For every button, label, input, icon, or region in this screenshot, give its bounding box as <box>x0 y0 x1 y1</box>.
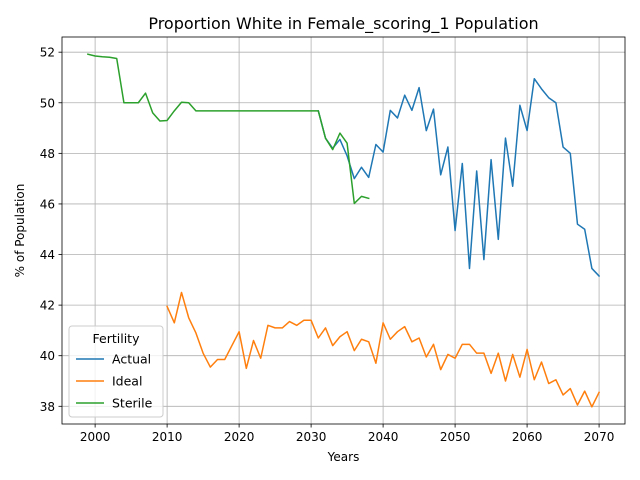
series-line-sterile <box>87 53 370 205</box>
x-tick-label: 2020 <box>224 430 255 444</box>
x-tick-label: 2010 <box>152 430 183 444</box>
y-tick-label: 40 <box>40 349 55 363</box>
legend-box <box>68 325 164 418</box>
y-tick-label: 52 <box>40 46 55 60</box>
y-axis-label: % of Population <box>13 184 27 278</box>
plot-frame <box>61 36 626 425</box>
series-lines <box>87 53 601 408</box>
y-tick-label: 50 <box>40 96 55 110</box>
x-tick-label: 2030 <box>296 430 327 444</box>
y-tick-label: 46 <box>40 197 55 211</box>
legend-label-ideal: Ideal <box>112 374 142 389</box>
x-tick-label: 2050 <box>440 430 471 444</box>
legend: Fertility Actual Ideal Sterile <box>68 325 164 418</box>
axis-ticks: 2000 2010 2020 2030 2040 2050 2060 2070 38 40 42 44… <box>40 46 615 444</box>
x-tick-label: 2060 <box>512 430 543 444</box>
x-tick-label: 2070 <box>584 430 615 444</box>
y-tick-label: 42 <box>40 299 55 313</box>
legend-title: Fertility <box>93 331 141 346</box>
series-line-actual <box>317 77 601 278</box>
x-axis-label: Years <box>327 450 360 464</box>
x-tick-label: 2040 <box>368 430 399 444</box>
y-tick-label: 44 <box>40 248 55 262</box>
x-tick-label: 2000 <box>80 430 111 444</box>
legend-label-sterile: Sterile <box>112 396 153 411</box>
legend-label-actual: Actual <box>112 352 151 367</box>
y-tick-label: 38 <box>40 400 55 414</box>
y-tick-label: 48 <box>40 147 55 161</box>
series-line-ideal <box>166 291 601 408</box>
chart-title: Proportion White in Female_scoring_1 Pop… <box>148 14 538 34</box>
